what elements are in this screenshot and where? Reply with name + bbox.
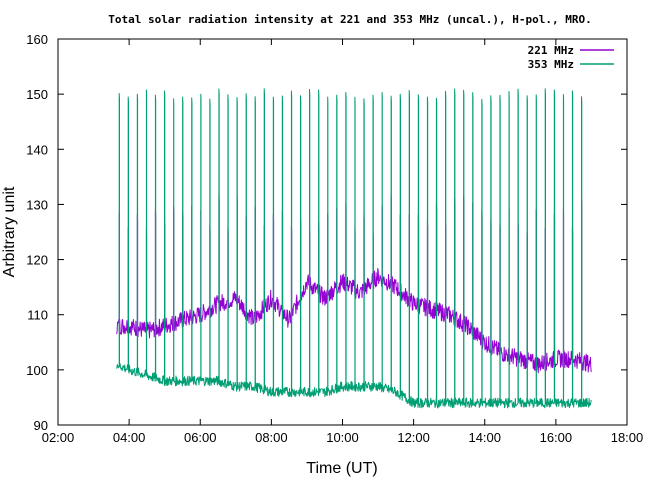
series-221-line [116,194,592,374]
y-tick-label: 160 [26,32,48,47]
chart-title: Total solar radiation intensity at 221 a… [108,13,591,26]
y-axis-label: Arbitrary unit [1,186,18,277]
legend-label-221: 221 MHz [528,44,574,57]
x-tick-label: 10:00 [326,430,359,445]
y-tick-label: 100 [26,363,48,378]
x-tick-label: 06:00 [184,430,217,445]
y-tick-label: 110 [27,308,48,323]
plot-layer [116,88,592,409]
x-axis-label: Time (UT) [306,460,377,477]
x-tick-label: 08:00 [255,430,288,445]
y-tick-label: 150 [26,87,48,102]
x-tick-label: 02:00 [42,430,75,445]
x-tick-label: 16:00 [540,430,573,445]
y-tick-label: 140 [26,142,48,157]
series-353-line [116,88,592,409]
tick-layer: 02:00 04:00 06:00 08:00 10:00 12:00 14:00 16:00… [26,32,643,445]
x-tick-label: 14:00 [468,430,501,445]
legend: 221 MHz 353 MHz [528,44,614,71]
x-tick-label: 18:00 [611,430,644,445]
y-tick-label: 90 [34,418,48,433]
y-tick-label: 130 [26,197,48,212]
x-tick-label: 12:00 [397,430,430,445]
y-tick-label: 120 [26,253,48,268]
legend-label-353: 353 MHz [528,58,574,71]
x-tick-label: 04:00 [113,430,146,445]
